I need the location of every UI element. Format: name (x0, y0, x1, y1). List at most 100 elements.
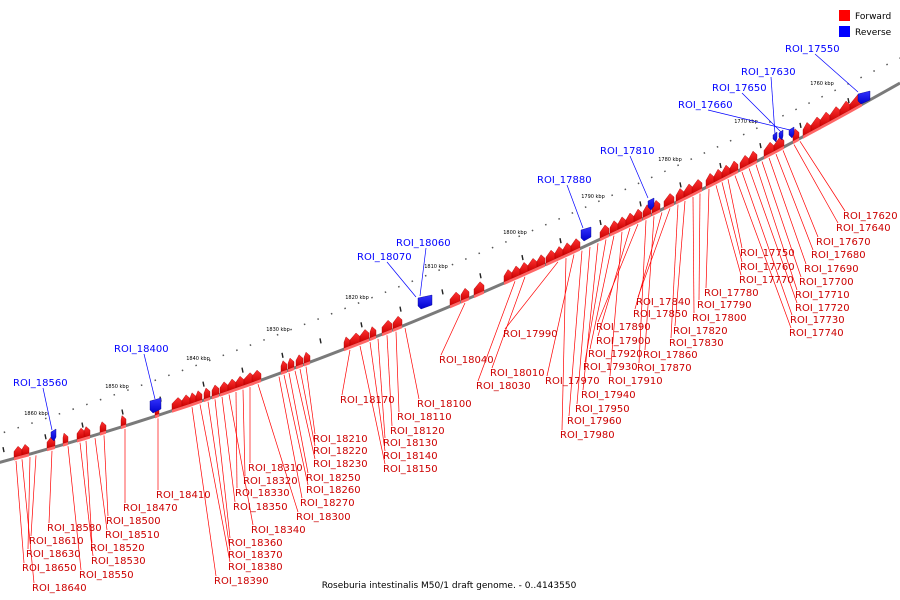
forward-gene-label[interactable]: ROI_18170 (340, 395, 395, 406)
forward-gene-label[interactable]: ROI_17690 (804, 264, 859, 275)
forward-gene-label[interactable]: ROI_18650 (22, 563, 77, 574)
reverse-gene-label[interactable]: ROI_17550 (785, 44, 840, 55)
forward-gene-label[interactable]: ROI_18360 (228, 538, 283, 549)
forward-gene-glyph[interactable] (83, 426, 91, 438)
forward-gene-label[interactable]: ROI_18040 (439, 355, 494, 366)
forward-gene-label[interactable]: ROI_17940 (581, 390, 636, 401)
forward-gene-label[interactable]: ROI_17970 (545, 376, 600, 387)
forward-gene-glyph[interactable] (511, 265, 521, 279)
forward-gene-glyph[interactable] (721, 164, 731, 179)
forward-gene-glyph[interactable] (829, 106, 841, 122)
forward-gene-label[interactable]: ROI_17620 (843, 211, 898, 222)
forward-gene-label[interactable]: ROI_17950 (575, 404, 630, 415)
forward-gene-label[interactable]: ROI_17910 (608, 376, 663, 387)
forward-gene-label[interactable]: ROI_17730 (790, 315, 845, 326)
forward-gene-glyph[interactable] (729, 160, 739, 175)
forward-gene-glyph[interactable] (819, 111, 831, 127)
forward-gene-label[interactable]: ROI_18470 (123, 503, 178, 514)
forward-gene-label[interactable]: ROI_18270 (300, 498, 355, 509)
forward-gene-label[interactable]: ROI_17680 (811, 250, 866, 261)
forward-gene-label[interactable]: ROI_17930 (583, 362, 638, 373)
forward-gene-label[interactable]: ROI_17960 (567, 416, 622, 427)
forward-gene-label[interactable]: ROI_17860 (643, 350, 698, 361)
forward-gene-label[interactable]: ROI_18110 (397, 412, 452, 423)
forward-gene-glyph[interactable] (554, 246, 564, 260)
forward-gene-label[interactable]: ROI_17640 (836, 223, 891, 234)
forward-gene-label[interactable]: ROI_17900 (596, 336, 651, 347)
forward-gene-label[interactable]: ROI_18150 (383, 464, 438, 475)
forward-gene-glyph[interactable] (359, 329, 370, 343)
forward-gene-label[interactable]: ROI_17740 (789, 328, 844, 339)
forward-gene-glyph[interactable] (545, 249, 556, 264)
forward-gene-label[interactable]: ROI_17830 (669, 338, 724, 349)
forward-gene-glyph[interactable] (802, 122, 812, 137)
reverse-gene-glyph[interactable] (149, 397, 162, 414)
reverse-gene-label[interactable]: ROI_17660 (678, 100, 733, 111)
forward-gene-glyph[interactable] (527, 258, 538, 272)
reverse-gene-label[interactable]: ROI_18060 (396, 238, 451, 249)
reverse-gene-label[interactable]: ROI_18070 (357, 252, 412, 263)
forward-gene-label[interactable]: ROI_17780 (704, 288, 759, 299)
forward-gene-label[interactable]: ROI_18630 (26, 549, 81, 560)
forward-gene-label[interactable]: ROI_18510 (105, 530, 160, 541)
forward-gene-glyph[interactable] (227, 378, 237, 392)
forward-gene-label[interactable]: ROI_17800 (692, 313, 747, 324)
forward-gene-label[interactable]: ROI_18260 (306, 485, 361, 496)
forward-gene-label[interactable]: ROI_18210 (313, 434, 368, 445)
forward-gene-label[interactable]: ROI_18230 (313, 459, 368, 470)
forward-gene-glyph[interactable] (663, 193, 675, 208)
forward-gene-label[interactable]: ROI_17670 (816, 237, 871, 248)
reverse-gene-glyph[interactable] (647, 197, 655, 211)
forward-gene-label[interactable]: ROI_17990 (503, 329, 558, 340)
forward-gene-label[interactable]: ROI_18550 (79, 570, 134, 581)
reverse-gene-label[interactable]: ROI_17650 (712, 83, 767, 94)
forward-gene-glyph[interactable] (570, 238, 581, 253)
forward-gene-glyph[interactable] (62, 432, 69, 444)
forward-gene-label[interactable]: ROI_18130 (383, 438, 438, 449)
reverse-gene-glyph[interactable] (788, 126, 795, 139)
forward-gene-label[interactable]: ROI_18100 (417, 399, 472, 410)
reverse-gene-label[interactable]: ROI_18400 (114, 344, 169, 355)
forward-gene-label[interactable]: ROI_18530 (91, 556, 146, 567)
forward-gene-label[interactable]: ROI_17710 (795, 290, 850, 301)
forward-gene-label[interactable]: ROI_18140 (383, 451, 438, 462)
forward-gene-label[interactable]: ROI_18010 (490, 368, 545, 379)
forward-gene-glyph[interactable] (99, 421, 107, 433)
forward-gene-label[interactable]: ROI_18120 (390, 426, 445, 437)
forward-gene-label[interactable]: ROI_18330 (235, 488, 290, 499)
forward-gene-glyph[interactable] (675, 188, 685, 202)
forward-gene-label[interactable]: ROI_18610 (29, 536, 84, 547)
forward-gene-label[interactable]: ROI_17850 (633, 309, 688, 320)
forward-gene-label[interactable]: ROI_17980 (560, 430, 615, 441)
forward-gene-label[interactable]: ROI_18410 (156, 490, 211, 501)
reverse-gene-glyph[interactable] (580, 226, 592, 242)
forward-gene-label[interactable]: ROI_18640 (32, 583, 87, 594)
forward-gene-glyph[interactable] (251, 369, 262, 383)
forward-gene-label[interactable]: ROI_17840 (636, 297, 691, 308)
forward-gene-glyph[interactable] (705, 173, 715, 187)
forward-gene-label[interactable]: ROI_17790 (697, 300, 752, 311)
forward-gene-label[interactable]: ROI_18220 (313, 446, 368, 457)
forward-gene-label[interactable]: ROI_17770 (739, 275, 794, 286)
forward-gene-glyph[interactable] (369, 326, 377, 339)
forward-gene-label[interactable]: ROI_18390 (214, 576, 269, 587)
forward-gene-label[interactable]: ROI_18580 (47, 523, 102, 534)
forward-gene-label[interactable]: ROI_17760 (740, 262, 795, 273)
forward-gene-label[interactable]: ROI_18030 (476, 381, 531, 392)
forward-gene-label[interactable]: ROI_17890 (596, 322, 651, 333)
reverse-gene-glyph[interactable] (417, 294, 433, 310)
forward-gene-glyph[interactable] (211, 384, 220, 397)
forward-gene-label[interactable]: ROI_18520 (90, 543, 145, 554)
forward-gene-glyph[interactable] (287, 357, 295, 370)
forward-gene-label[interactable]: ROI_18370 (228, 550, 283, 561)
forward-gene-label[interactable]: ROI_18500 (106, 516, 161, 527)
forward-gene-glyph[interactable] (120, 415, 127, 427)
forward-gene-glyph[interactable] (839, 100, 851, 116)
forward-gene-label[interactable]: ROI_18350 (233, 502, 288, 513)
forward-gene-label[interactable]: ROI_18250 (306, 473, 361, 484)
forward-gene-label[interactable]: ROI_18300 (296, 512, 351, 523)
forward-gene-glyph[interactable] (460, 287, 470, 301)
forward-gene-label[interactable]: ROI_18320 (243, 476, 298, 487)
reverse-gene-label[interactable]: ROI_17880 (537, 175, 592, 186)
reverse-gene-glyph[interactable] (50, 428, 57, 442)
